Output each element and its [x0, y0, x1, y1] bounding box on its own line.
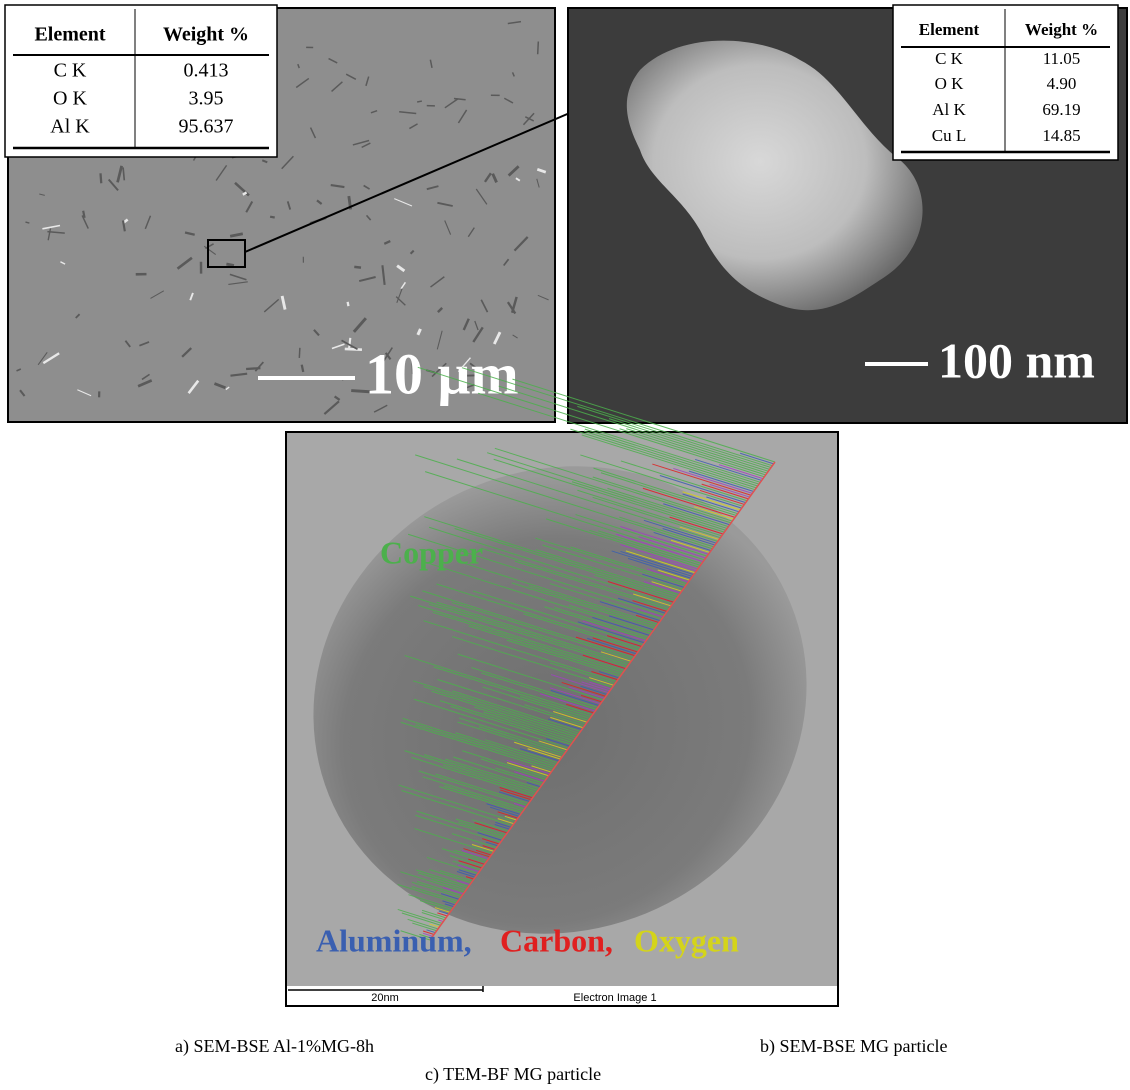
figure: 10 μm 100 nm Copper Aluminum, Carbon, Ox… — [0, 0, 1130, 1090]
caption: c) TEM-BF MG particle — [425, 1064, 601, 1085]
info-strip — [287, 986, 837, 1005]
scale-label: 20nm — [371, 992, 399, 1004]
texture — [538, 41, 539, 54]
texture — [299, 348, 300, 358]
table-cell: 3.95 — [189, 88, 224, 110]
table-cell: 4.90 — [1047, 74, 1077, 93]
scale-label: 100 nm — [938, 332, 1095, 388]
texture — [226, 264, 234, 265]
texture — [354, 267, 361, 268]
caption: b) SEM-BSE MG particle — [760, 1036, 947, 1057]
overlay-label: Copper — [380, 534, 483, 570]
texture — [101, 173, 102, 183]
overlay-label: Aluminum, — [316, 922, 472, 958]
panel-c: Copper Aluminum, Carbon, Oxygen 20nm Ele… — [236, 367, 884, 1014]
table-cell: C K — [54, 60, 87, 82]
caption: a) SEM-BSE Al-1%MG-8h — [175, 1036, 374, 1057]
table-header: Weight % — [1025, 20, 1098, 39]
table-cell: 69.19 — [1042, 100, 1080, 119]
texture — [349, 338, 350, 349]
table-cell: 14.85 — [1042, 126, 1080, 145]
table-cell: 0.413 — [184, 60, 229, 82]
table-header: Weight % — [163, 24, 249, 46]
table-cell: 95.637 — [179, 116, 234, 138]
overlay-label: Oxygen — [634, 922, 739, 958]
scale-label: 10 μm — [365, 341, 519, 406]
image-label: Electron Image 1 — [573, 992, 656, 1004]
table-cell: O K — [935, 74, 965, 93]
table-cell: 11.05 — [1043, 49, 1081, 68]
table-cell: C K — [935, 49, 964, 68]
table-cell: Al K — [932, 100, 966, 119]
table-cell: Cu L — [932, 126, 966, 145]
texture — [302, 365, 304, 372]
texture — [270, 217, 275, 218]
texture — [345, 349, 362, 350]
texture — [25, 222, 29, 223]
texture — [246, 368, 260, 369]
texture — [417, 101, 422, 102]
texture — [348, 302, 349, 306]
table-cell: Al K — [50, 116, 90, 138]
overlay-label: Carbon, — [500, 922, 613, 958]
table-header: Element — [34, 24, 105, 46]
table-header: Element — [919, 20, 980, 39]
table-cell: O K — [53, 88, 87, 110]
